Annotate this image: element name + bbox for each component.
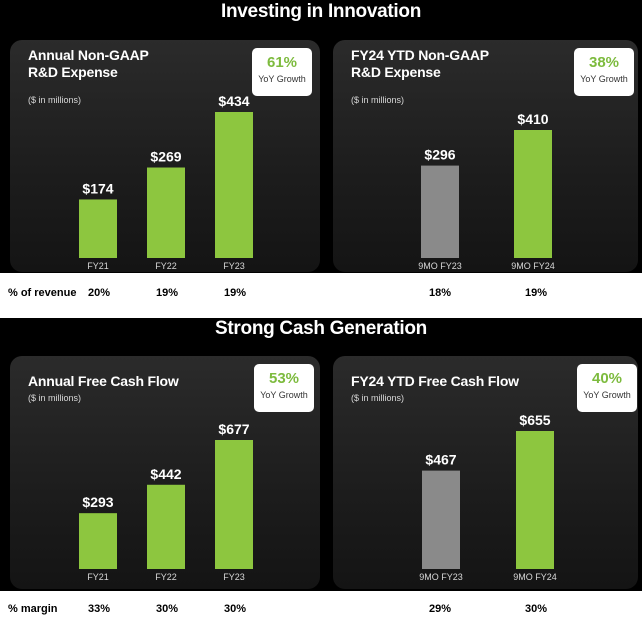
section-title-cash: Strong Cash Generation (215, 318, 427, 339)
chart-annual-fcf: $293 FY21 $442 FY22 $677 FY23 (79, 421, 253, 582)
bar-9mo-fy23 (422, 470, 460, 569)
section-title-innovation: Investing in Innovation (221, 1, 421, 22)
panel-ytd-fcf: FY24 YTD Free Cash Flow ($ in millions) … (333, 356, 638, 589)
bar-value-label: $293 (82, 494, 113, 510)
bar-value-label: $174 (82, 180, 113, 196)
panel-subtitle: ($ in millions) (28, 95, 82, 105)
category-label: FY23 (223, 261, 245, 271)
growth-percent: 38% (588, 54, 620, 71)
bar-9mo-fy23 (421, 165, 459, 258)
chart-ytd-fcf: $467 9MO FY23 $655 9MO FY24 (419, 412, 557, 582)
bar-value-label: $269 (150, 149, 181, 165)
bar-9mo-fy24 (516, 431, 554, 569)
bar-fy21 (79, 513, 117, 569)
growth-badge: 61% YoY Growth (252, 48, 312, 96)
bar-value-label: $467 (425, 452, 456, 468)
metric-label: % margin (8, 603, 58, 615)
category-label: FY22 (155, 572, 177, 582)
metric-value: 30% (155, 603, 179, 615)
metric-value: 19% (223, 287, 247, 299)
category-label: FY22 (155, 261, 177, 271)
metric-value: 30% (223, 603, 247, 615)
growth-label: YoY Growth (258, 74, 306, 84)
bar-fy22 (147, 167, 185, 258)
growth-badge: 40% YoY Growth (577, 364, 637, 412)
growth-badge: 38% YoY Growth (574, 48, 634, 96)
panel-annual-fcf: Annual Free Cash Flow ($ in millions) 53… (10, 356, 320, 589)
category-label: FY21 (87, 572, 109, 582)
growth-label: YoY Growth (260, 390, 308, 400)
growth-percent: 40% (591, 370, 623, 387)
bar-9mo-fy24 (514, 130, 552, 258)
metric-label: % of revenue (8, 287, 77, 299)
bar-value-label: $442 (150, 466, 181, 482)
growth-label: YoY Growth (583, 390, 631, 400)
panel-title: Annual Non-GAAP R&D Expense (28, 47, 149, 80)
metric-value: 19% (524, 287, 548, 299)
panel-subtitle: ($ in millions) (28, 393, 82, 403)
bar-value-label: $677 (218, 421, 249, 437)
panel-title: Annual Free Cash Flow (28, 373, 179, 389)
category-label: 9MO FY23 (418, 261, 462, 271)
metric-value: 29% (428, 603, 452, 615)
chart-ytd-rd: $296 9MO FY23 $410 9MO FY24 (418, 111, 555, 271)
category-label: FY21 (87, 261, 109, 271)
category-label: 9MO FY24 (513, 572, 557, 582)
panel-title: FY24 YTD Free Cash Flow (351, 373, 519, 389)
panel-subtitle: ($ in millions) (351, 393, 405, 403)
growth-percent: 61% (266, 54, 298, 71)
growth-percent: 53% (268, 370, 300, 387)
bar-fy22 (147, 484, 185, 569)
bar-value-label: $410 (517, 111, 548, 127)
panel-title: FY24 YTD Non-GAAP R&D Expense (351, 47, 489, 80)
metric-value: 33% (87, 603, 111, 615)
bar-fy23 (215, 112, 253, 258)
chart-annual-rd: $174 FY21 $269 FY22 $434 FY23 (79, 93, 253, 271)
metric-value: 18% (428, 287, 452, 299)
bar-fy21 (79, 199, 117, 258)
growth-label: YoY Growth (580, 74, 628, 84)
metric-value: 20% (87, 287, 111, 299)
metric-value: 30% (524, 603, 548, 615)
category-label: FY23 (223, 572, 245, 582)
revenue-percent-row: % of revenue 20% 19% 19% 18% 19% (0, 287, 642, 303)
bar-fy23 (215, 440, 253, 569)
panel-subtitle: ($ in millions) (351, 95, 405, 105)
category-label: 9MO FY24 (511, 261, 555, 271)
panel-ytd-rd: FY24 YTD Non-GAAP R&D Expense ($ in mill… (333, 40, 638, 272)
bar-value-label: $655 (519, 412, 550, 428)
growth-badge: 53% YoY Growth (254, 364, 314, 412)
category-label: 9MO FY23 (419, 572, 463, 582)
panel-annual-rd: Annual Non-GAAP R&D Expense ($ in millio… (10, 40, 320, 272)
bar-value-label: $434 (218, 93, 249, 109)
margin-row: % margin 33% 30% 30% 29% 30% (0, 603, 642, 619)
metric-value: 19% (155, 287, 179, 299)
bar-value-label: $296 (424, 147, 455, 163)
